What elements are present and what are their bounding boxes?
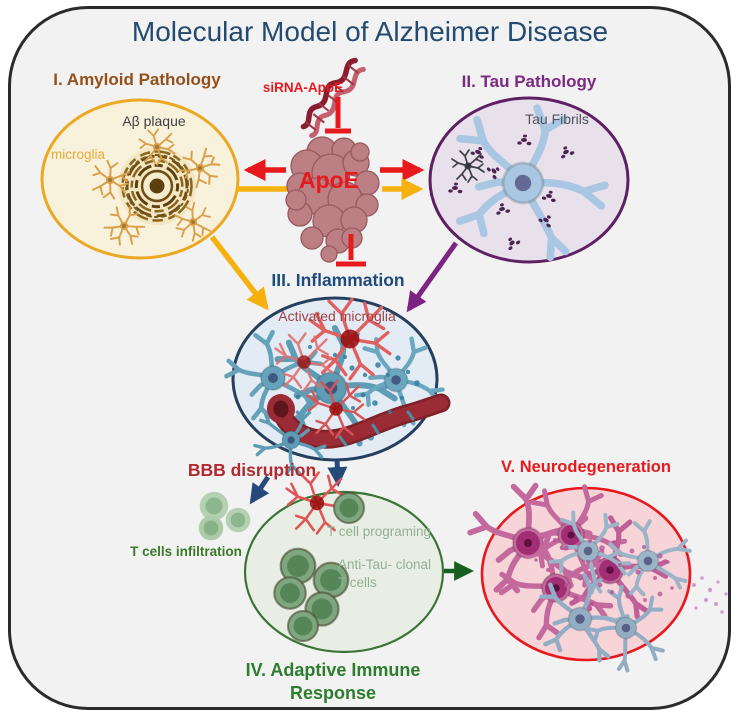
anti-tau-clonal-label: Anti-Tau- clonal T cells — [338, 556, 431, 591]
tcell-icon — [199, 491, 229, 521]
neurodegeneration-heading: V. Neurodegeneration — [501, 458, 671, 476]
microglia-label: microglia — [50, 147, 106, 162]
neuron-nuclei — [524, 531, 614, 592]
adaptive-immune-heading-line2: Response — [289, 682, 377, 703]
figure-title: Molecular Model of Alzheimer Disease — [131, 16, 609, 47]
arrows — [209, 159, 474, 581]
activated-microglia-label: Activated microglia — [278, 308, 396, 324]
inhibitor-sirna-to-apoe — [325, 97, 351, 134]
amyloid-pathology-heading: I. Amyloid Pathology — [53, 70, 221, 89]
arrow-amyloid-to-inflammation — [209, 235, 269, 311]
apoe-label: ApoE — [298, 167, 360, 193]
sirna-apoe-label: siRNA-ApoE — [262, 80, 344, 95]
tau-fibrils-label: Tau Fibrils — [525, 111, 589, 127]
signal-dots — [295, 345, 420, 414]
sirna-molecule-icon — [300, 57, 366, 139]
neurodegeneration-content — [464, 472, 728, 683]
tcell-icon — [287, 610, 319, 642]
apoe-protein-icon — [285, 136, 380, 263]
adaptive-immune-heading-line1: IV. Adaptive Immune — [245, 660, 421, 680]
tcell-icon — [333, 492, 365, 524]
ab-plaque-label: Aβ plaque — [122, 113, 186, 129]
tcell-icon — [225, 507, 251, 533]
anti-tau-line2: T cells — [338, 574, 377, 590]
inflammation-heading: III. Inflammation — [271, 270, 405, 290]
inhibitor-apoe-to-inflammation — [336, 234, 366, 267]
debris-dots — [534, 538, 674, 606]
tau-pathology-heading: II. Tau Pathology — [461, 72, 597, 91]
tcell-icon — [273, 576, 307, 610]
arrow-bbb-to-tcells — [249, 475, 271, 505]
inflammation-content — [217, 297, 457, 482]
debris-dots-outside — [692, 576, 728, 614]
tcell-icon — [198, 515, 224, 541]
tcells-infiltration-label: T cells infiltration — [130, 544, 242, 559]
arrow-tau-to-inflammation — [406, 241, 459, 313]
adaptive-immune-heading: IV. Adaptive Immune Response — [246, 659, 421, 704]
tcell-programing-label: T cell programing — [326, 524, 432, 539]
blood-vessel-icon — [266, 393, 451, 449]
infiltrating-tcells-icon — [198, 491, 251, 541]
bbb-disruption-label: BBB disruption — [187, 460, 317, 480]
anti-tau-line1: Anti-Tau- clonal — [338, 557, 432, 572]
arrow-inflammation-to-adaptive — [327, 459, 348, 487]
amyloid-plaque-icon — [117, 146, 197, 226]
